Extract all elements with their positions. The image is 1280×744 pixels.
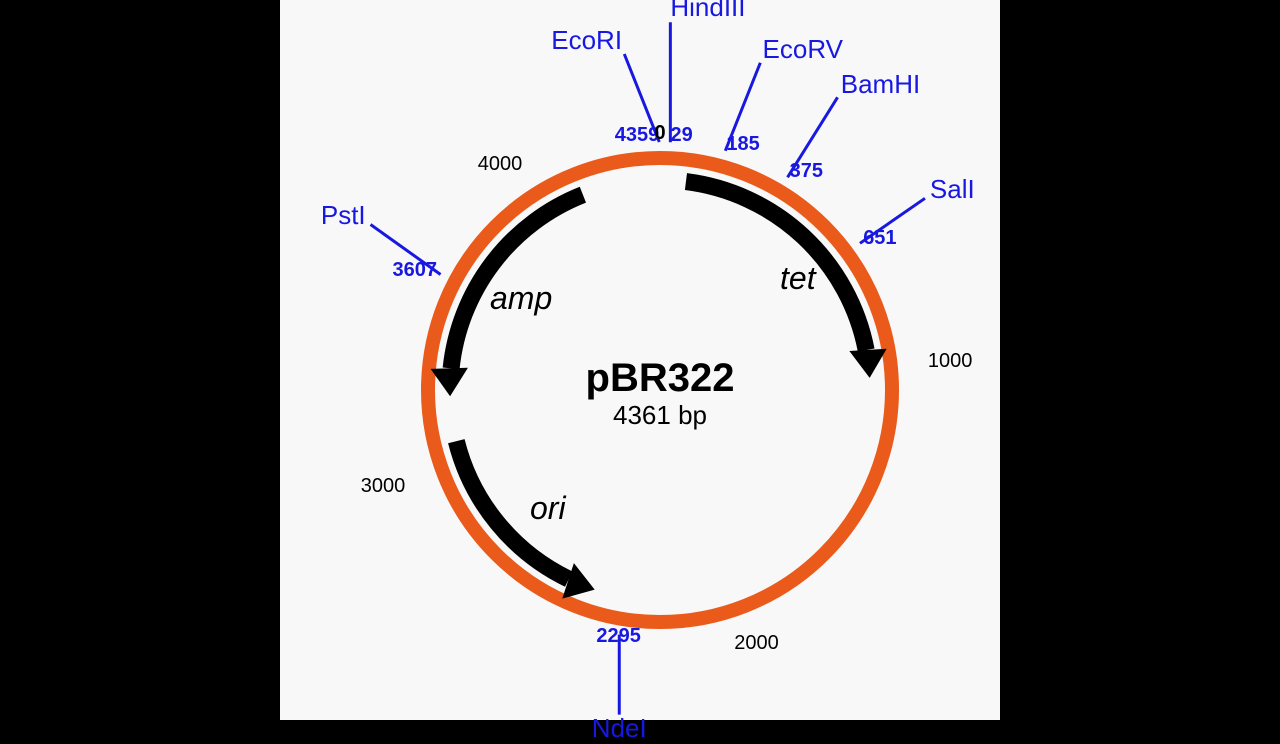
enzyme-name-ecori: EcoRI bbox=[482, 25, 622, 56]
plasmid-name: pBR322 bbox=[280, 356, 1040, 401]
zero-label: 0 bbox=[600, 122, 720, 145]
enzyme-name-hindiii: HindIII bbox=[670, 0, 745, 23]
enzyme-name-ndei: NdeI bbox=[559, 713, 679, 744]
enzyme-pos-bamhi: 375 bbox=[790, 160, 823, 183]
kilo-2000: 2000 bbox=[734, 632, 779, 655]
gene-label-tet: tet bbox=[780, 260, 816, 297]
enzyme-pos-ecorv: 185 bbox=[726, 133, 759, 156]
enzyme-pos-psti: 3607 bbox=[297, 259, 437, 282]
enzyme-name-bamhi: BamHI bbox=[841, 69, 920, 100]
gene-label-amp: amp bbox=[490, 280, 552, 317]
kilo-3000: 3000 bbox=[361, 475, 406, 498]
enzyme-name-sali: SalI bbox=[930, 174, 975, 205]
gene-label-ori: ori bbox=[530, 490, 566, 527]
enzyme-pos-sali: 651 bbox=[863, 227, 896, 250]
enzyme-pos-ndei: 2295 bbox=[559, 625, 679, 648]
enzyme-name-ecorv: EcoRV bbox=[763, 34, 843, 65]
enzyme-name-psti: PstI bbox=[226, 200, 366, 231]
diagram-stage: pBR322 4361 bp tet amp ori EcoRI HindIII… bbox=[280, 0, 1000, 720]
kilo-1000: 1000 bbox=[928, 350, 973, 373]
plasmid-size: 4361 bp bbox=[280, 400, 1040, 431]
kilo-4000: 4000 bbox=[478, 153, 523, 176]
